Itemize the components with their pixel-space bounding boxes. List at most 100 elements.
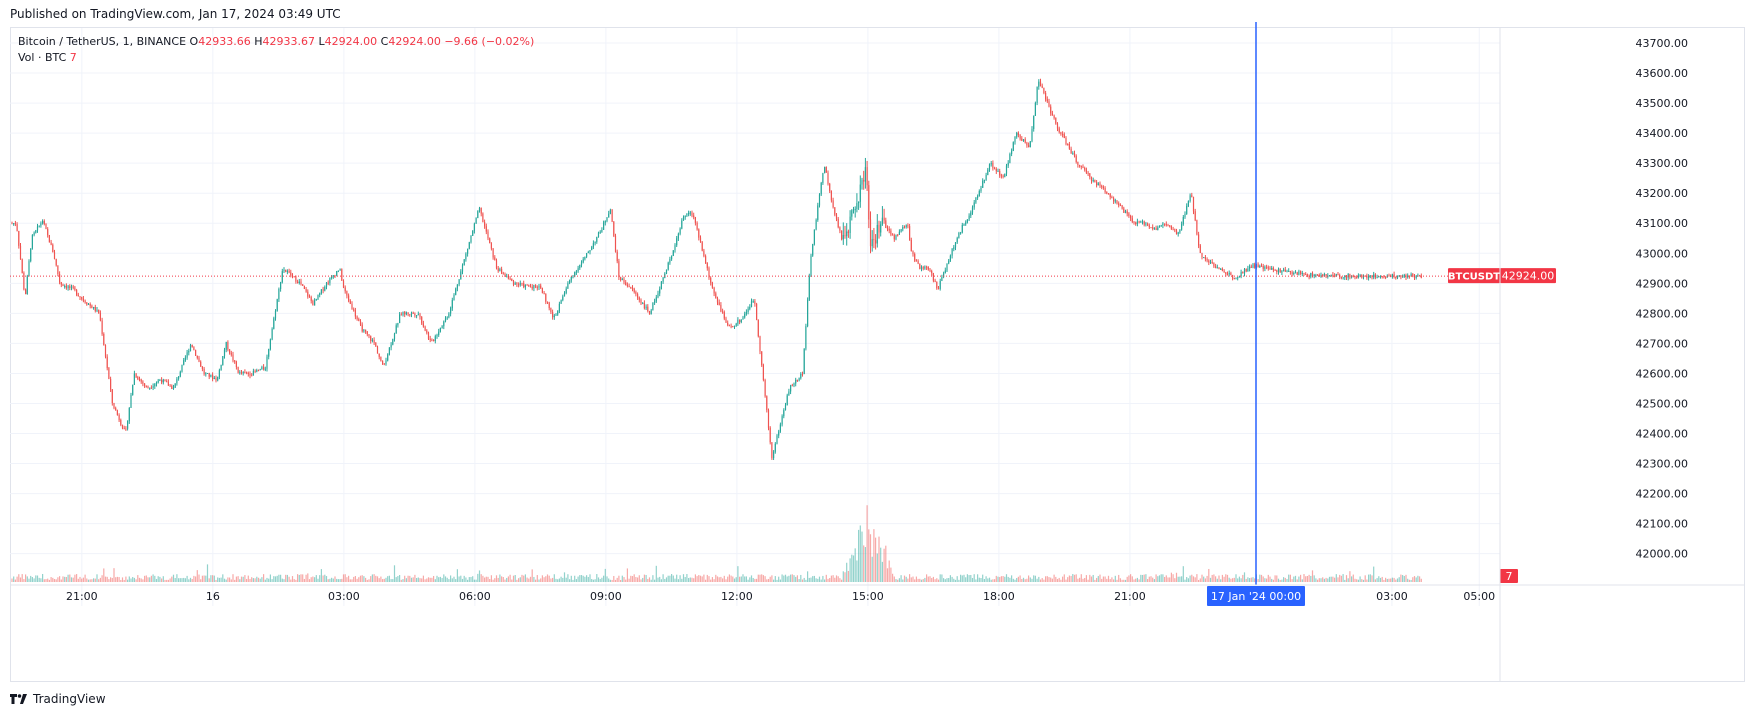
candle-body [1325, 274, 1327, 277]
candle-body [1189, 195, 1191, 202]
candle-body [1308, 276, 1310, 278]
candle-body [810, 255, 812, 277]
candle-body [33, 232, 35, 236]
volume-bar [1381, 576, 1383, 582]
volume-bar [512, 575, 515, 582]
volume-bar [1170, 572, 1172, 582]
volume-bar [495, 575, 498, 582]
volume-bar [1249, 578, 1251, 582]
volume-bar [779, 579, 781, 582]
volume-label[interactable]: Vol · BTC [18, 51, 67, 64]
volume-bar [846, 562, 848, 582]
volume-bar [14, 579, 16, 582]
symbol-label[interactable]: Bitcoin / TetherUS, 1, BINANCE [18, 35, 187, 48]
candle-body [1419, 275, 1421, 277]
volume-bar [977, 574, 979, 582]
candle-body [861, 180, 863, 185]
volume-bar [511, 579, 513, 582]
volume-bar [886, 568, 889, 582]
candle-body [460, 271, 462, 280]
volume-bar [999, 577, 1001, 582]
candle-body [1145, 223, 1147, 225]
candle-body [1090, 176, 1093, 181]
candle-body [739, 319, 741, 323]
volume-bar [1198, 579, 1200, 582]
volume-bar [1274, 575, 1276, 582]
volume-bar [383, 578, 385, 582]
volume-bar [1303, 574, 1305, 582]
volume-bar [93, 578, 95, 582]
candle-body [1203, 257, 1205, 259]
candle-body [924, 266, 926, 269]
volume-bar [837, 576, 839, 582]
candle-body [329, 278, 331, 283]
candle-body [380, 356, 382, 361]
volume-bar [121, 577, 124, 582]
candle-body [1182, 217, 1184, 225]
volume-bar [290, 579, 292, 582]
candle-body [939, 280, 941, 289]
volume-bar [1004, 576, 1006, 582]
volume-bar [1187, 578, 1189, 582]
volume-bar [560, 576, 562, 582]
volume-bar [76, 574, 78, 582]
candle-body [271, 328, 273, 340]
candle-body [1235, 278, 1237, 280]
candle-body [1119, 205, 1121, 207]
volume-bar [293, 579, 295, 582]
volume-bar [1354, 578, 1356, 582]
candle-body [269, 339, 271, 350]
candle-body [1213, 262, 1215, 267]
volume-bar [57, 577, 59, 582]
candle-body [1313, 275, 1315, 277]
candle-body [322, 289, 324, 291]
candle-body [1315, 274, 1317, 276]
volume-bar [1373, 566, 1375, 582]
volume-bar [1262, 576, 1264, 582]
chart-frame[interactable] [10, 27, 1745, 682]
price-tick-label: 43600.00 [1636, 67, 1689, 80]
volume-bar [796, 575, 798, 582]
close-label: C [380, 35, 389, 48]
candle-body [21, 259, 23, 273]
volume-bar [363, 576, 365, 582]
volume-bar [682, 574, 685, 582]
volume-bar [621, 575, 623, 582]
footer-brand[interactable]: TradingView [10, 692, 106, 706]
candle-body [77, 294, 79, 297]
volume-bar [1277, 578, 1280, 582]
candle-body [1106, 192, 1108, 194]
volume-bar [1279, 579, 1281, 582]
crosshair-time-label: 17 Jan '24 00:00 [1211, 590, 1301, 603]
volume-bar [142, 579, 144, 582]
volume-bar [237, 576, 239, 582]
candle-body [444, 318, 447, 322]
volume-bar [633, 574, 635, 582]
candle-body [1395, 276, 1397, 279]
volume-bar [701, 576, 703, 582]
candle-body [756, 303, 758, 320]
volume-bar [89, 579, 91, 582]
volume-bar [1184, 579, 1186, 582]
volume-bar [55, 579, 57, 582]
candle-body [1109, 193, 1111, 197]
volume-bar [609, 579, 611, 582]
candle-body [929, 269, 931, 271]
volume-bar [232, 574, 234, 582]
volume-bar [239, 579, 241, 582]
candle-body [1094, 180, 1096, 183]
candle-body [101, 320, 103, 335]
candle-body [970, 212, 972, 216]
candle-body [873, 239, 875, 241]
volume-bar [892, 573, 894, 582]
candle-body [966, 219, 968, 223]
volume-value: 7 [69, 51, 77, 64]
candle-body [961, 224, 963, 233]
volume-bar [524, 574, 526, 582]
volume-bar [1252, 577, 1254, 582]
volume-bar [179, 578, 181, 582]
candle-body [1050, 106, 1052, 114]
volume-bar [1147, 579, 1149, 582]
volume-bar [451, 578, 453, 582]
